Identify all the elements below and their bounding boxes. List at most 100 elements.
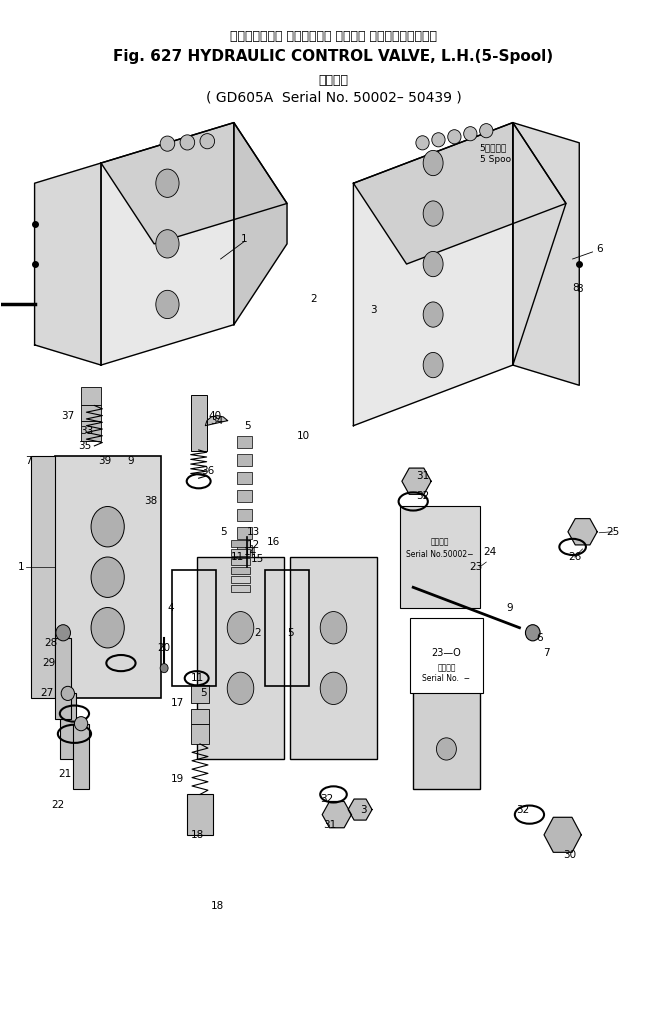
Text: Serial No.50002−: Serial No.50002− (406, 550, 474, 559)
Text: 2: 2 (310, 295, 317, 304)
Bar (60, 693, 76, 759)
Ellipse shape (432, 133, 445, 147)
Polygon shape (402, 468, 431, 494)
Text: 38: 38 (144, 496, 157, 506)
Ellipse shape (61, 687, 75, 700)
Text: Fig. 627 HYDRAULIC CONTROL VALVE, L.H.(5-Spool): Fig. 627 HYDRAULIC CONTROL VALVE, L.H.(5… (113, 50, 554, 65)
Ellipse shape (91, 608, 124, 648)
Polygon shape (568, 519, 597, 545)
Polygon shape (544, 817, 581, 852)
Bar (191, 723, 209, 744)
FancyBboxPatch shape (414, 628, 480, 789)
Polygon shape (354, 123, 513, 425)
Ellipse shape (227, 612, 253, 644)
Text: 12: 12 (247, 540, 260, 550)
Text: 35: 35 (78, 441, 91, 451)
Text: 10: 10 (297, 431, 310, 441)
Bar (231, 576, 251, 583)
Polygon shape (205, 415, 227, 425)
Bar (237, 509, 252, 521)
Ellipse shape (156, 230, 179, 258)
Text: 40: 40 (209, 410, 222, 420)
FancyBboxPatch shape (290, 557, 377, 759)
Text: 31: 31 (323, 820, 337, 830)
Polygon shape (101, 123, 287, 244)
Polygon shape (513, 123, 579, 385)
Ellipse shape (160, 136, 175, 151)
Text: 2: 2 (254, 628, 260, 638)
Text: 16: 16 (267, 537, 280, 547)
Text: 32: 32 (417, 491, 430, 501)
Bar (237, 436, 252, 448)
Text: 8: 8 (576, 285, 582, 295)
Text: 25: 25 (606, 527, 619, 537)
Text: 23—O: 23—O (432, 648, 462, 658)
Text: ハイドロリック コントロール バルブ， 左（５・スプール）: ハイドロリック コントロール バルブ， 左（５・スプール） (230, 30, 437, 44)
Text: 13: 13 (247, 527, 260, 537)
Text: 22: 22 (51, 799, 65, 809)
Text: 8: 8 (573, 284, 579, 294)
Text: 通用号機: 通用号機 (319, 74, 348, 87)
Ellipse shape (75, 716, 88, 730)
Text: 24: 24 (483, 547, 496, 557)
Ellipse shape (200, 134, 215, 149)
Bar (81, 420, 101, 441)
Text: 29: 29 (42, 658, 55, 669)
Text: 11: 11 (231, 552, 244, 562)
Text: 5 Spool: 5 Spool (480, 155, 514, 164)
Polygon shape (513, 123, 566, 365)
Text: 5: 5 (201, 689, 207, 698)
Ellipse shape (423, 201, 443, 226)
Text: 5スプール: 5スプール (480, 144, 507, 152)
Text: 3: 3 (360, 804, 367, 814)
Text: 18: 18 (191, 830, 204, 840)
Text: 3: 3 (370, 305, 377, 314)
Text: 7: 7 (25, 456, 31, 466)
Text: 30: 30 (563, 850, 576, 860)
Text: 9: 9 (127, 456, 134, 466)
Polygon shape (35, 163, 101, 365)
Bar (231, 567, 251, 574)
Polygon shape (348, 799, 372, 821)
Bar (31, 456, 55, 698)
Ellipse shape (423, 353, 443, 378)
Text: 32: 32 (516, 804, 530, 814)
FancyBboxPatch shape (410, 618, 483, 693)
Ellipse shape (91, 506, 124, 547)
Text: 14: 14 (244, 547, 257, 557)
Ellipse shape (526, 625, 540, 641)
Text: 26: 26 (568, 552, 581, 562)
Bar (237, 472, 252, 484)
Ellipse shape (416, 136, 429, 150)
Bar (173, 569, 215, 686)
Text: 1: 1 (18, 562, 25, 572)
Text: 31: 31 (417, 471, 430, 481)
Ellipse shape (56, 625, 71, 641)
Ellipse shape (423, 302, 443, 327)
Bar (237, 490, 252, 502)
Text: 9: 9 (506, 603, 513, 613)
Text: 5: 5 (244, 420, 251, 431)
Text: 19: 19 (171, 774, 184, 784)
FancyBboxPatch shape (197, 557, 283, 759)
Ellipse shape (320, 612, 347, 644)
Text: 6: 6 (596, 244, 602, 254)
Bar (400, 506, 480, 608)
Text: 20: 20 (157, 643, 171, 653)
Ellipse shape (156, 291, 179, 319)
Text: 11: 11 (191, 674, 204, 683)
Bar (191, 686, 209, 703)
Bar (55, 638, 71, 718)
Ellipse shape (91, 557, 124, 598)
Bar (237, 545, 252, 557)
Text: Serial No.  −: Serial No. − (422, 674, 470, 683)
Text: 28: 28 (45, 638, 58, 648)
Text: 6: 6 (536, 633, 543, 643)
Ellipse shape (436, 737, 456, 760)
Ellipse shape (320, 673, 347, 704)
Bar (231, 558, 251, 565)
Text: 36: 36 (201, 466, 214, 476)
Text: 34: 34 (211, 415, 224, 425)
Bar (81, 405, 101, 420)
Ellipse shape (464, 127, 477, 141)
